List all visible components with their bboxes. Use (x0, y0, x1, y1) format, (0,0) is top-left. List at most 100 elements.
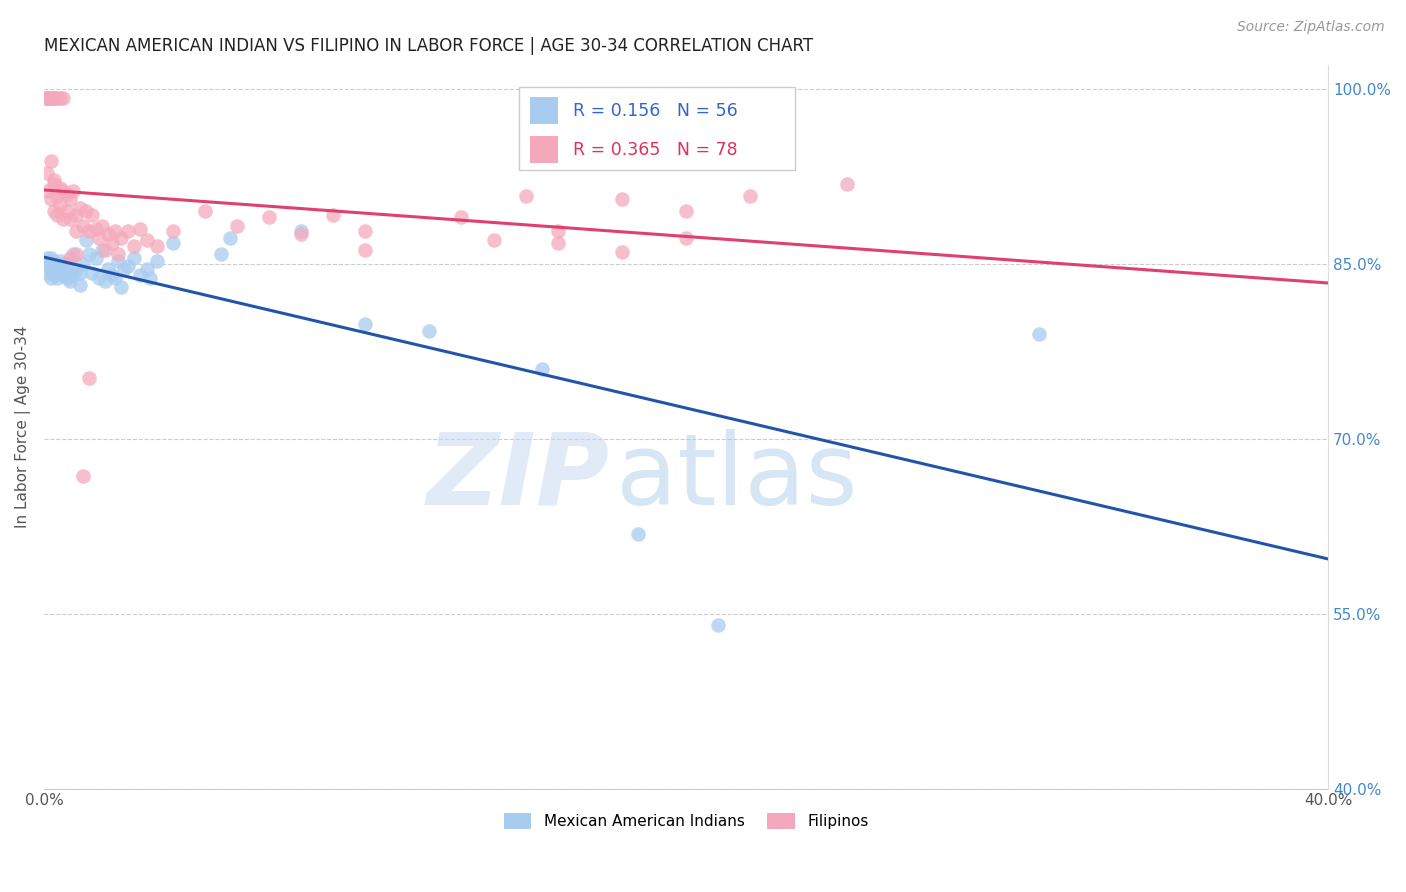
Point (94, 274, 117, 288)
Point (129, 221, 152, 235)
Point (707, 618, 730, 632)
Point (39, 91, 62, 105)
Point (91, 219, 114, 234)
Point (46, 207, 69, 221)
Point (52, 184, 75, 198)
Point (72, 256, 94, 270)
FancyBboxPatch shape (530, 136, 558, 163)
Point (110, 280, 132, 294)
Point (110, 231, 132, 245)
Text: MEXICAN AMERICAN INDIAN VS FILIPINO IN LABOR FORCE | AGE 30-34 CORRELATION CHART: MEXICAN AMERICAN INDIAN VS FILIPINO IN L… (44, 37, 813, 55)
Point (91, 243, 114, 257)
Point (37, 91, 59, 105)
Point (627, 527, 650, 541)
Point (675, 204, 697, 219)
FancyBboxPatch shape (519, 87, 796, 170)
Point (675, 231, 697, 245)
Point (62, 184, 84, 198)
Point (46, 189, 69, 203)
Point (75, 233, 97, 247)
Point (322, 207, 344, 221)
Point (354, 243, 377, 257)
FancyBboxPatch shape (530, 97, 558, 124)
Point (290, 227, 312, 242)
Point (69, 277, 91, 292)
Point (55, 270, 77, 285)
Point (49, 266, 72, 280)
Text: R = 0.365   N = 78: R = 0.365 N = 78 (574, 141, 738, 159)
Point (42, 204, 65, 219)
Point (37, 91, 59, 105)
Point (82, 266, 104, 280)
Point (42, 91, 65, 105)
Point (59, 274, 82, 288)
Point (55, 256, 77, 270)
Point (225, 219, 247, 234)
Point (135, 262, 157, 277)
Point (122, 251, 145, 265)
Point (37, 259, 59, 273)
Point (515, 189, 537, 203)
Point (450, 210, 472, 224)
Point (39, 91, 62, 105)
Point (42, 177, 65, 191)
Point (482, 233, 505, 247)
Point (114, 262, 136, 277)
Point (162, 235, 184, 250)
Point (65, 207, 87, 221)
Point (46, 259, 69, 273)
Point (37, 91, 59, 105)
Point (39, 91, 62, 105)
Point (59, 266, 82, 280)
Point (39, 251, 62, 265)
Point (530, 361, 553, 376)
Point (49, 180, 72, 194)
Text: ZIP: ZIP (426, 429, 609, 526)
Point (39, 256, 62, 270)
Point (139, 270, 162, 285)
Point (65, 262, 87, 277)
Point (52, 212, 75, 227)
Point (194, 204, 217, 219)
Point (547, 224, 569, 238)
Point (354, 224, 377, 238)
Text: atlas: atlas (616, 429, 858, 526)
Point (62, 268, 84, 283)
Point (1028, 326, 1050, 341)
Point (77, 247, 100, 261)
Point (37, 91, 59, 105)
Point (87, 270, 110, 285)
Point (104, 224, 127, 238)
Point (46, 270, 69, 285)
Point (107, 254, 129, 268)
Point (39, 192, 62, 206)
Point (610, 244, 633, 259)
Point (37, 165, 59, 179)
Point (75, 204, 97, 219)
Point (145, 254, 167, 268)
Point (835, 177, 858, 191)
Point (219, 231, 242, 245)
Point (69, 266, 91, 280)
Point (65, 224, 87, 238)
Point (42, 254, 65, 268)
Point (59, 192, 82, 206)
Legend: Mexican American Indians, Filipinos: Mexican American Indians, Filipinos (498, 807, 875, 835)
Point (97, 227, 120, 242)
Point (72, 468, 94, 483)
Point (740, 189, 762, 203)
Point (84, 221, 107, 235)
Point (42, 172, 65, 186)
Point (49, 254, 72, 268)
Point (107, 247, 129, 261)
Point (59, 212, 82, 227)
Point (122, 239, 145, 253)
Point (59, 251, 82, 265)
Text: Source: ZipAtlas.com: Source: ZipAtlas.com (1237, 20, 1385, 34)
Point (49, 91, 72, 105)
Point (97, 262, 120, 277)
Point (547, 235, 569, 250)
Point (42, 268, 65, 283)
Point (52, 91, 75, 105)
Point (418, 324, 440, 338)
